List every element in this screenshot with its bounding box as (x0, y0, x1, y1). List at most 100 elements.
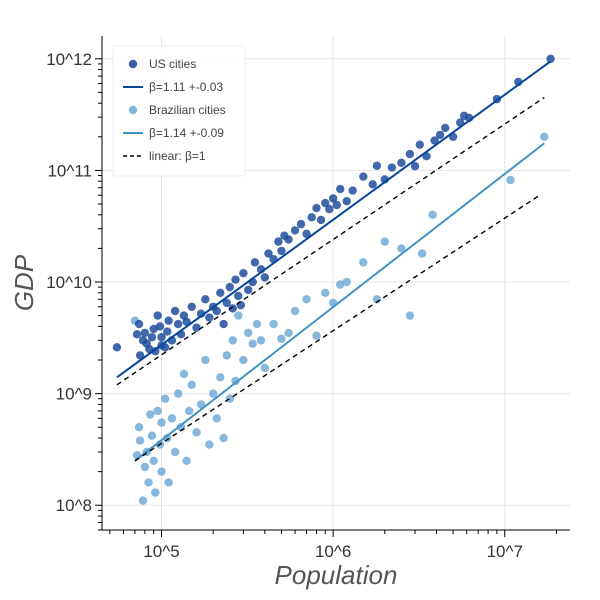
data-point (208, 389, 218, 398)
x-tick-label: 10^5 (143, 542, 179, 561)
data-point (160, 394, 170, 403)
data-point (405, 149, 415, 159)
data-point (321, 198, 330, 208)
data-point (164, 478, 173, 487)
data-point (296, 219, 306, 229)
data-point (134, 423, 144, 432)
data-point (252, 319, 262, 329)
x-axis-title: Population (275, 560, 398, 590)
data-point (348, 186, 357, 195)
data-point (163, 327, 172, 336)
data-point (151, 488, 160, 497)
data-point (228, 336, 237, 345)
data-point (332, 200, 341, 210)
data-point (219, 433, 228, 443)
data-point (380, 237, 389, 246)
y-tick-label: 10^11 (47, 161, 92, 180)
data-point (415, 140, 425, 149)
data-point (157, 333, 166, 342)
legend-box (112, 45, 246, 177)
data-point (430, 136, 439, 145)
data-point (164, 316, 173, 325)
data-point (231, 275, 240, 284)
legend-label: linear: β=1 (149, 149, 206, 163)
data-point (205, 440, 214, 449)
data-point (192, 428, 201, 437)
data-point (302, 229, 311, 239)
data-point (410, 162, 420, 171)
data-point (256, 336, 266, 345)
data-point (228, 304, 237, 313)
data-point (284, 328, 293, 338)
brazilian-cities-series (130, 132, 549, 505)
data-point (185, 406, 194, 416)
data-point (342, 277, 351, 287)
data-point (167, 414, 177, 423)
data-point (219, 319, 228, 329)
data-point (441, 123, 450, 133)
data-point (307, 213, 316, 222)
data-point (187, 380, 196, 389)
legend-marker-icon (128, 105, 138, 115)
data-point (387, 163, 397, 172)
data-point (417, 249, 427, 258)
data-point (325, 204, 334, 214)
data-point (201, 295, 210, 304)
data-point (506, 175, 515, 185)
data-point (205, 313, 214, 322)
data-point (144, 478, 153, 487)
data-point (140, 328, 150, 338)
data-point (316, 215, 326, 225)
data-point (274, 237, 283, 246)
data-point (302, 295, 311, 304)
data-point (192, 323, 201, 332)
data-point (135, 351, 145, 360)
legend-label: US cities (149, 57, 196, 71)
data-point (269, 319, 278, 329)
data-point (151, 346, 160, 356)
data-point (225, 394, 235, 403)
legend-label: Brazilian cities (149, 103, 226, 117)
data-point (231, 376, 240, 386)
data-point (359, 172, 368, 181)
data-point (321, 288, 330, 298)
data-point (260, 363, 270, 373)
y-tick-label: 10^8 (56, 496, 92, 515)
data-point (312, 331, 321, 340)
data-point (149, 456, 158, 466)
data-point (155, 322, 165, 331)
data-point (212, 306, 222, 316)
data-point (372, 161, 382, 170)
data-point (244, 328, 253, 338)
data-point (216, 373, 225, 382)
data-point (239, 268, 248, 278)
data-point (405, 311, 415, 320)
data-point (196, 400, 206, 409)
fit-line (116, 60, 552, 379)
fit-line (134, 142, 545, 462)
data-point (216, 288, 225, 298)
data-point (135, 436, 145, 445)
data-point (153, 311, 162, 320)
data-point (157, 467, 166, 476)
data-point (196, 309, 206, 318)
y-tick-label: 10^9 (56, 385, 92, 404)
data-point (160, 343, 170, 352)
data-point (163, 433, 172, 443)
legend-label: β=1.14 +-0.09 (149, 126, 224, 140)
data-point (201, 355, 210, 365)
data-point (179, 369, 189, 379)
data-point (170, 447, 180, 457)
data-point (157, 418, 166, 427)
data-point (225, 282, 235, 292)
data-point (149, 324, 158, 334)
legend-label: β=1.11 +-0.03 (149, 80, 223, 94)
data-point (134, 319, 144, 329)
legend-marker-icon (128, 59, 138, 69)
data-point (284, 235, 293, 244)
data-point (234, 291, 243, 301)
data-point (132, 330, 142, 339)
data-point (342, 196, 351, 206)
data-point (540, 132, 549, 141)
data-point (244, 285, 253, 295)
